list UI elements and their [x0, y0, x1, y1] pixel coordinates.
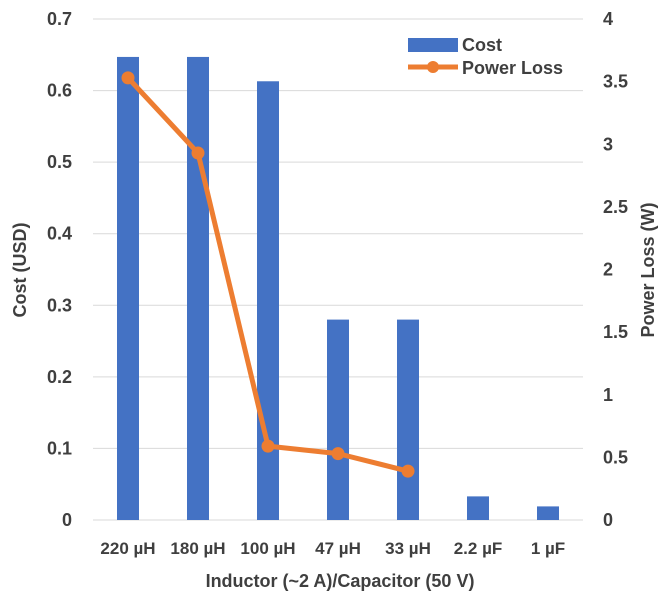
category-labels: 220 µH 180 µH 100 µH 47 µH 33 µH 2.2 µF 1 µF	[100, 539, 565, 558]
y2-axis-title: Power Loss (W)	[638, 202, 658, 337]
cost-bar	[117, 56, 139, 520]
power-loss-point	[401, 464, 415, 478]
cost-bar	[187, 56, 209, 520]
legend-swatch-cost	[408, 38, 458, 52]
y2-tick-label: 3.5	[603, 72, 628, 92]
x-axis-title: Inductor (~2 A)/Capacitor (50 V)	[206, 571, 475, 591]
y2-tick-label: 0.5	[603, 447, 628, 467]
cost-bars	[117, 56, 559, 520]
y2-tick-label: 4	[603, 9, 613, 29]
y2-tick-label: 2	[603, 260, 613, 280]
cost-bar	[467, 496, 489, 520]
x-tick-label: 1 µF	[531, 539, 565, 558]
y-tick-label: 0.3	[47, 295, 72, 315]
y-tick-label: 0.7	[47, 9, 72, 29]
y-tick-label: 0.6	[47, 81, 72, 101]
cost-bar	[327, 319, 349, 520]
right-axis-ticks: 0 0.5 1 1.5 2 2.5 3 3.5 4	[603, 9, 628, 530]
legend-label-cost: Cost	[462, 35, 502, 55]
legend-marker-power-loss	[427, 61, 439, 73]
y-tick-label: 0.4	[47, 224, 72, 244]
left-axis-ticks: 0 0.1 0.2 0.3 0.4 0.5 0.6 0.7	[47, 9, 72, 530]
y-tick-label: 0.5	[47, 152, 72, 172]
y-tick-label: 0	[62, 510, 72, 530]
y-axis-title: Cost (USD)	[10, 223, 30, 318]
y2-tick-label: 0	[603, 510, 613, 530]
y2-tick-label: 1.5	[603, 322, 628, 342]
power-loss-point	[331, 447, 345, 461]
y-tick-label: 0.1	[47, 438, 72, 458]
y-tick-label: 0.2	[47, 367, 72, 387]
x-tick-label: 220 µH	[100, 539, 155, 558]
x-tick-label: 33 µH	[385, 539, 431, 558]
power-loss-point	[191, 146, 205, 160]
cost-bar	[397, 319, 419, 520]
cost-bar	[257, 81, 279, 520]
power-loss-point	[121, 71, 135, 85]
power-loss-line	[121, 71, 415, 478]
x-tick-label: 100 µH	[240, 539, 295, 558]
legend-label-power-loss: Power Loss	[462, 58, 563, 78]
x-tick-label: 180 µH	[170, 539, 225, 558]
x-tick-label: 47 µH	[315, 539, 361, 558]
y2-tick-label: 2.5	[603, 197, 628, 217]
y2-tick-label: 3	[603, 134, 613, 154]
power-loss-point	[261, 439, 275, 453]
cost-bar	[537, 506, 559, 520]
legend: Cost Power Loss	[408, 35, 563, 78]
y2-tick-label: 1	[603, 385, 613, 405]
x-tick-label: 2.2 µF	[454, 539, 503, 558]
